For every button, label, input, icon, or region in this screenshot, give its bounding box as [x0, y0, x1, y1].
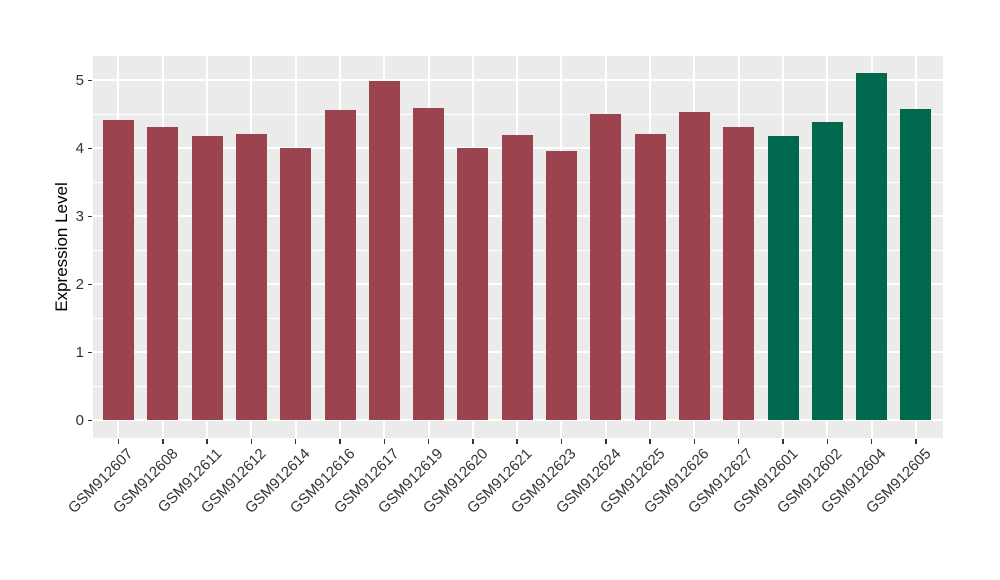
y-tick-mark [88, 215, 93, 218]
bar-GSM912614 [280, 148, 312, 421]
bar-GSM912612 [235, 134, 267, 421]
bar-GSM912608 [147, 126, 179, 421]
y-axis-title: Expression Level [52, 182, 71, 312]
y-tick-mark [88, 79, 93, 82]
bar-GSM912601 [767, 136, 799, 421]
bar-GSM912604 [856, 73, 888, 421]
x-tick-mark [294, 438, 297, 444]
bar-GSM912623 [546, 151, 577, 421]
x-tick-mark [383, 438, 386, 444]
x-tick-mark [649, 438, 651, 444]
y-tick-label: 2 [75, 275, 84, 293]
x-tick-mark [206, 438, 208, 444]
bar-GSM912626 [678, 112, 710, 421]
y-tick-label: 0 [75, 412, 84, 429]
bar-GSM912619 [413, 107, 445, 421]
x-tick-mark [826, 438, 829, 444]
x-tick-mark [870, 438, 873, 444]
x-tick-mark [250, 438, 253, 444]
y-tick-label: 4 [75, 139, 84, 157]
bar-GSM912627 [723, 127, 755, 421]
x-tick-mark [117, 438, 120, 444]
bar-GSM912616 [324, 110, 356, 421]
y-tick-mark [88, 351, 93, 354]
x-tick-mark [427, 438, 430, 444]
x-tick-mark [560, 438, 563, 444]
bar-GSM912620 [457, 147, 489, 421]
x-tick-mark [915, 438, 917, 444]
x-tick-mark [339, 438, 341, 444]
bar-GSM912617 [368, 80, 400, 421]
y-tick-label: 3 [75, 207, 84, 225]
y-tick-mark [88, 147, 93, 150]
x-tick-mark [472, 438, 474, 444]
bar-GSM912607 [103, 119, 134, 421]
y-tick-mark [88, 419, 93, 422]
x-tick-mark [782, 438, 784, 444]
x-tick-mark [162, 438, 164, 444]
bar-GSM912621 [501, 134, 533, 421]
x-tick-mark [605, 438, 607, 444]
bar-GSM912611 [191, 136, 223, 421]
bar-GSM912602 [811, 121, 843, 421]
y-tick-label: 1 [75, 343, 84, 361]
x-tick-mark [693, 438, 696, 444]
bar-GSM912625 [634, 134, 666, 421]
y-tick-mark [88, 283, 93, 286]
bar-GSM912605 [900, 108, 932, 421]
y-tick-label: 5 [75, 71, 84, 89]
x-tick-mark [516, 438, 518, 444]
x-tick-mark [737, 438, 740, 444]
bar-GSM912624 [590, 114, 622, 421]
